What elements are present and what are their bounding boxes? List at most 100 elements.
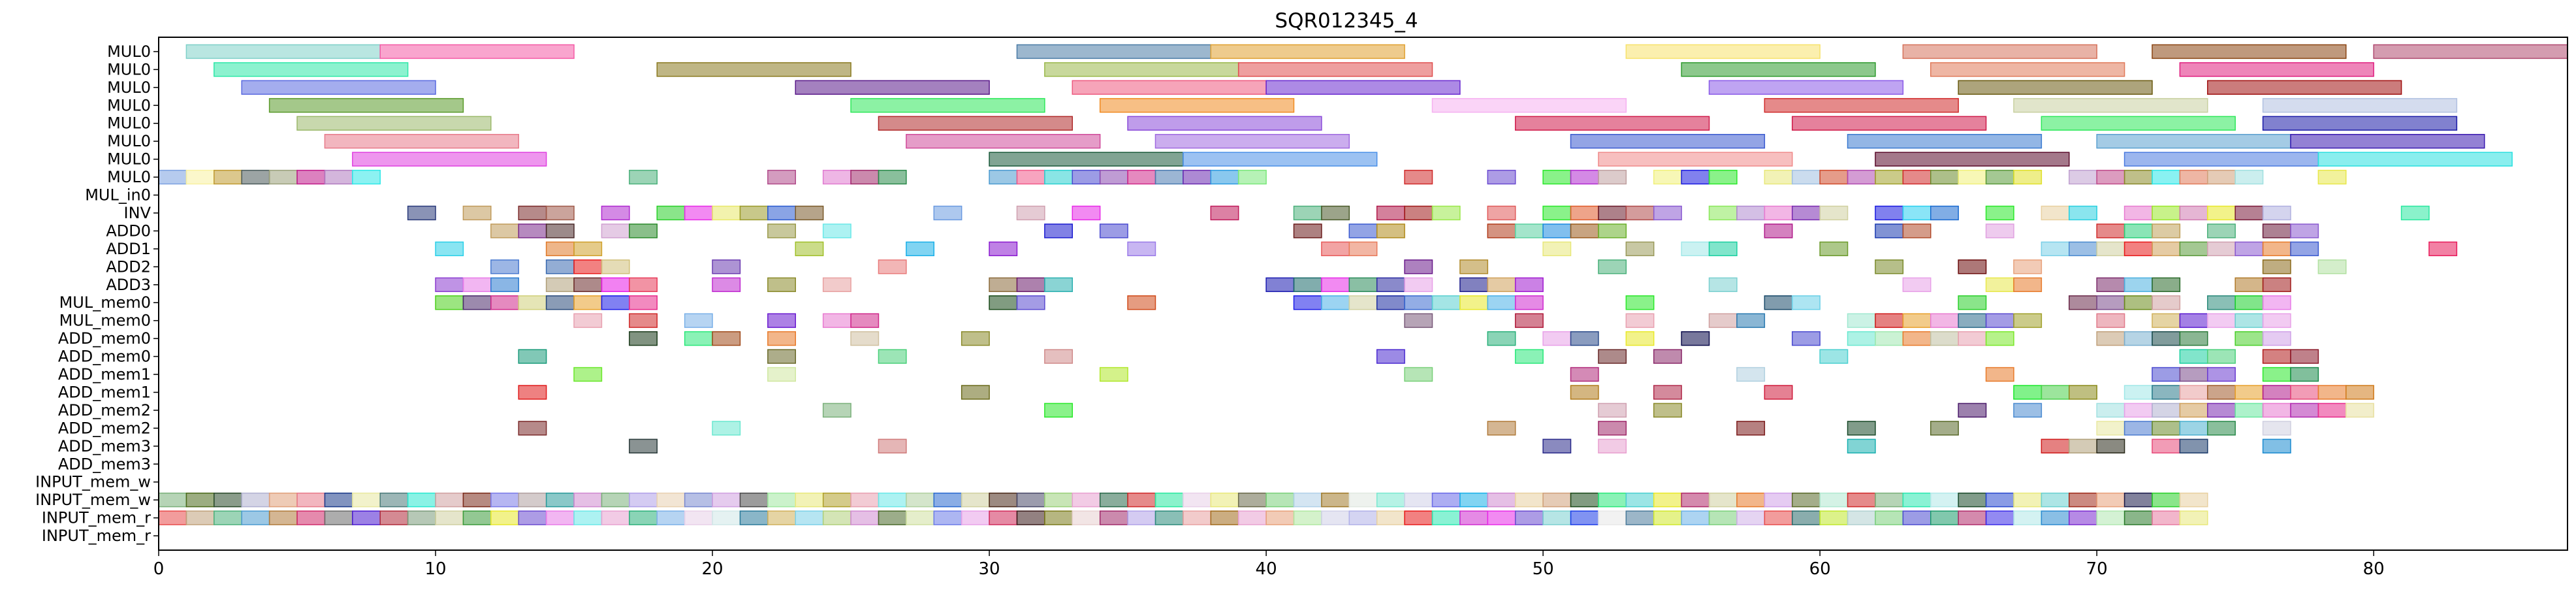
task-bar — [1847, 421, 1876, 436]
task-bar — [1598, 349, 1627, 364]
y-tick-label: ADD_mem0 — [58, 348, 151, 366]
task-bar — [2013, 169, 2043, 185]
y-tick-label: MUL_in0 — [85, 186, 151, 205]
task-bar — [933, 205, 962, 221]
task-bar — [324, 492, 353, 508]
task-bar — [1708, 277, 1738, 292]
chart-title: SQR012345_4 — [1275, 9, 1418, 33]
task-bar — [1653, 492, 1682, 508]
task-bar — [1127, 492, 1156, 508]
task-bar — [767, 277, 797, 292]
task-bar — [1930, 313, 1959, 328]
task-bar — [1625, 313, 1655, 328]
task-bar — [1072, 169, 1101, 185]
task-bar — [767, 492, 797, 508]
task-bar — [1819, 241, 1849, 257]
task-bar — [1183, 492, 1212, 508]
task-bar — [2096, 134, 2291, 149]
y-tick-label: ADD2 — [106, 257, 151, 276]
task-bar — [2207, 313, 2236, 328]
task-bar — [1764, 510, 1793, 525]
task-bar — [767, 510, 797, 525]
task-bar — [2123, 223, 2153, 238]
task-bar — [1404, 169, 1433, 185]
task-bar — [1625, 44, 1821, 59]
task-bar — [1237, 169, 1267, 185]
task-bar — [850, 510, 880, 525]
task-bar — [1487, 223, 1516, 238]
task-bar — [2013, 492, 2043, 508]
task-bar — [601, 510, 630, 525]
task-bar — [1653, 349, 1682, 364]
task-bar — [1514, 116, 1710, 131]
task-bar — [1708, 169, 1738, 185]
task-bar — [2317, 402, 2347, 418]
task-bar — [573, 367, 603, 382]
task-bar — [906, 134, 1101, 149]
task-bar — [1902, 277, 1932, 292]
task-bar — [268, 492, 298, 508]
task-bar — [1293, 510, 1322, 525]
task-bar — [822, 402, 851, 418]
task-bar — [2234, 313, 2264, 328]
task-bar — [2123, 169, 2153, 185]
task-bar — [296, 116, 492, 131]
task-bar — [1487, 295, 1516, 310]
task-bar — [2290, 402, 2319, 418]
task-bar — [1930, 331, 1959, 346]
task-bar — [629, 313, 658, 328]
task-bar — [2262, 402, 2291, 418]
task-bar — [2041, 241, 2070, 257]
task-bar — [158, 492, 187, 508]
task-bar — [989, 510, 1018, 525]
task-bar — [462, 277, 492, 292]
task-bar — [2041, 510, 2070, 525]
task-bar — [2152, 223, 2181, 238]
task-bar — [2152, 205, 2181, 221]
task-bar — [2096, 313, 2125, 328]
task-bar — [1847, 510, 1876, 525]
task-bar — [1902, 205, 1932, 221]
task-bar — [1265, 80, 1461, 95]
task-bar — [241, 492, 270, 508]
task-bar — [1431, 205, 1461, 221]
task-bar — [656, 510, 686, 525]
task-bar — [490, 259, 519, 274]
task-bar — [2013, 313, 2043, 328]
task-bar — [2207, 241, 2236, 257]
task-bar — [1902, 169, 1932, 185]
task-bar — [878, 259, 907, 274]
y-tick-label: ADD_mem2 — [58, 401, 151, 419]
task-bar — [767, 331, 797, 346]
task-bar — [1237, 510, 1267, 525]
task-bar — [2234, 402, 2264, 418]
task-bar — [1681, 492, 1710, 508]
task-bar — [2207, 295, 2236, 310]
task-bar — [1293, 277, 1322, 292]
task-bar — [1736, 421, 1766, 436]
task-bar — [795, 492, 824, 508]
task-bar — [1570, 205, 1599, 221]
task-bar — [1875, 510, 1904, 525]
task-bar — [2123, 241, 2153, 257]
task-bar — [1404, 492, 1433, 508]
task-bar — [1404, 295, 1433, 310]
task-bar — [1708, 313, 1738, 328]
task-bar — [1044, 492, 1073, 508]
task-bar — [629, 331, 658, 346]
task-bar — [268, 98, 464, 113]
x-tick-label: 20 — [701, 559, 723, 579]
task-bar — [1930, 421, 1959, 436]
task-bar — [906, 492, 935, 508]
task-bar — [1542, 205, 1572, 221]
task-bar — [573, 295, 603, 310]
task-bar — [268, 510, 298, 525]
task-bar — [1293, 492, 1322, 508]
task-bar — [1930, 510, 1959, 525]
task-bar — [2152, 385, 2181, 400]
task-bar — [1985, 169, 2014, 185]
task-bar — [1542, 510, 1572, 525]
task-bar — [1985, 367, 2014, 382]
task-bar — [2373, 44, 2568, 59]
task-bar — [2234, 331, 2264, 346]
